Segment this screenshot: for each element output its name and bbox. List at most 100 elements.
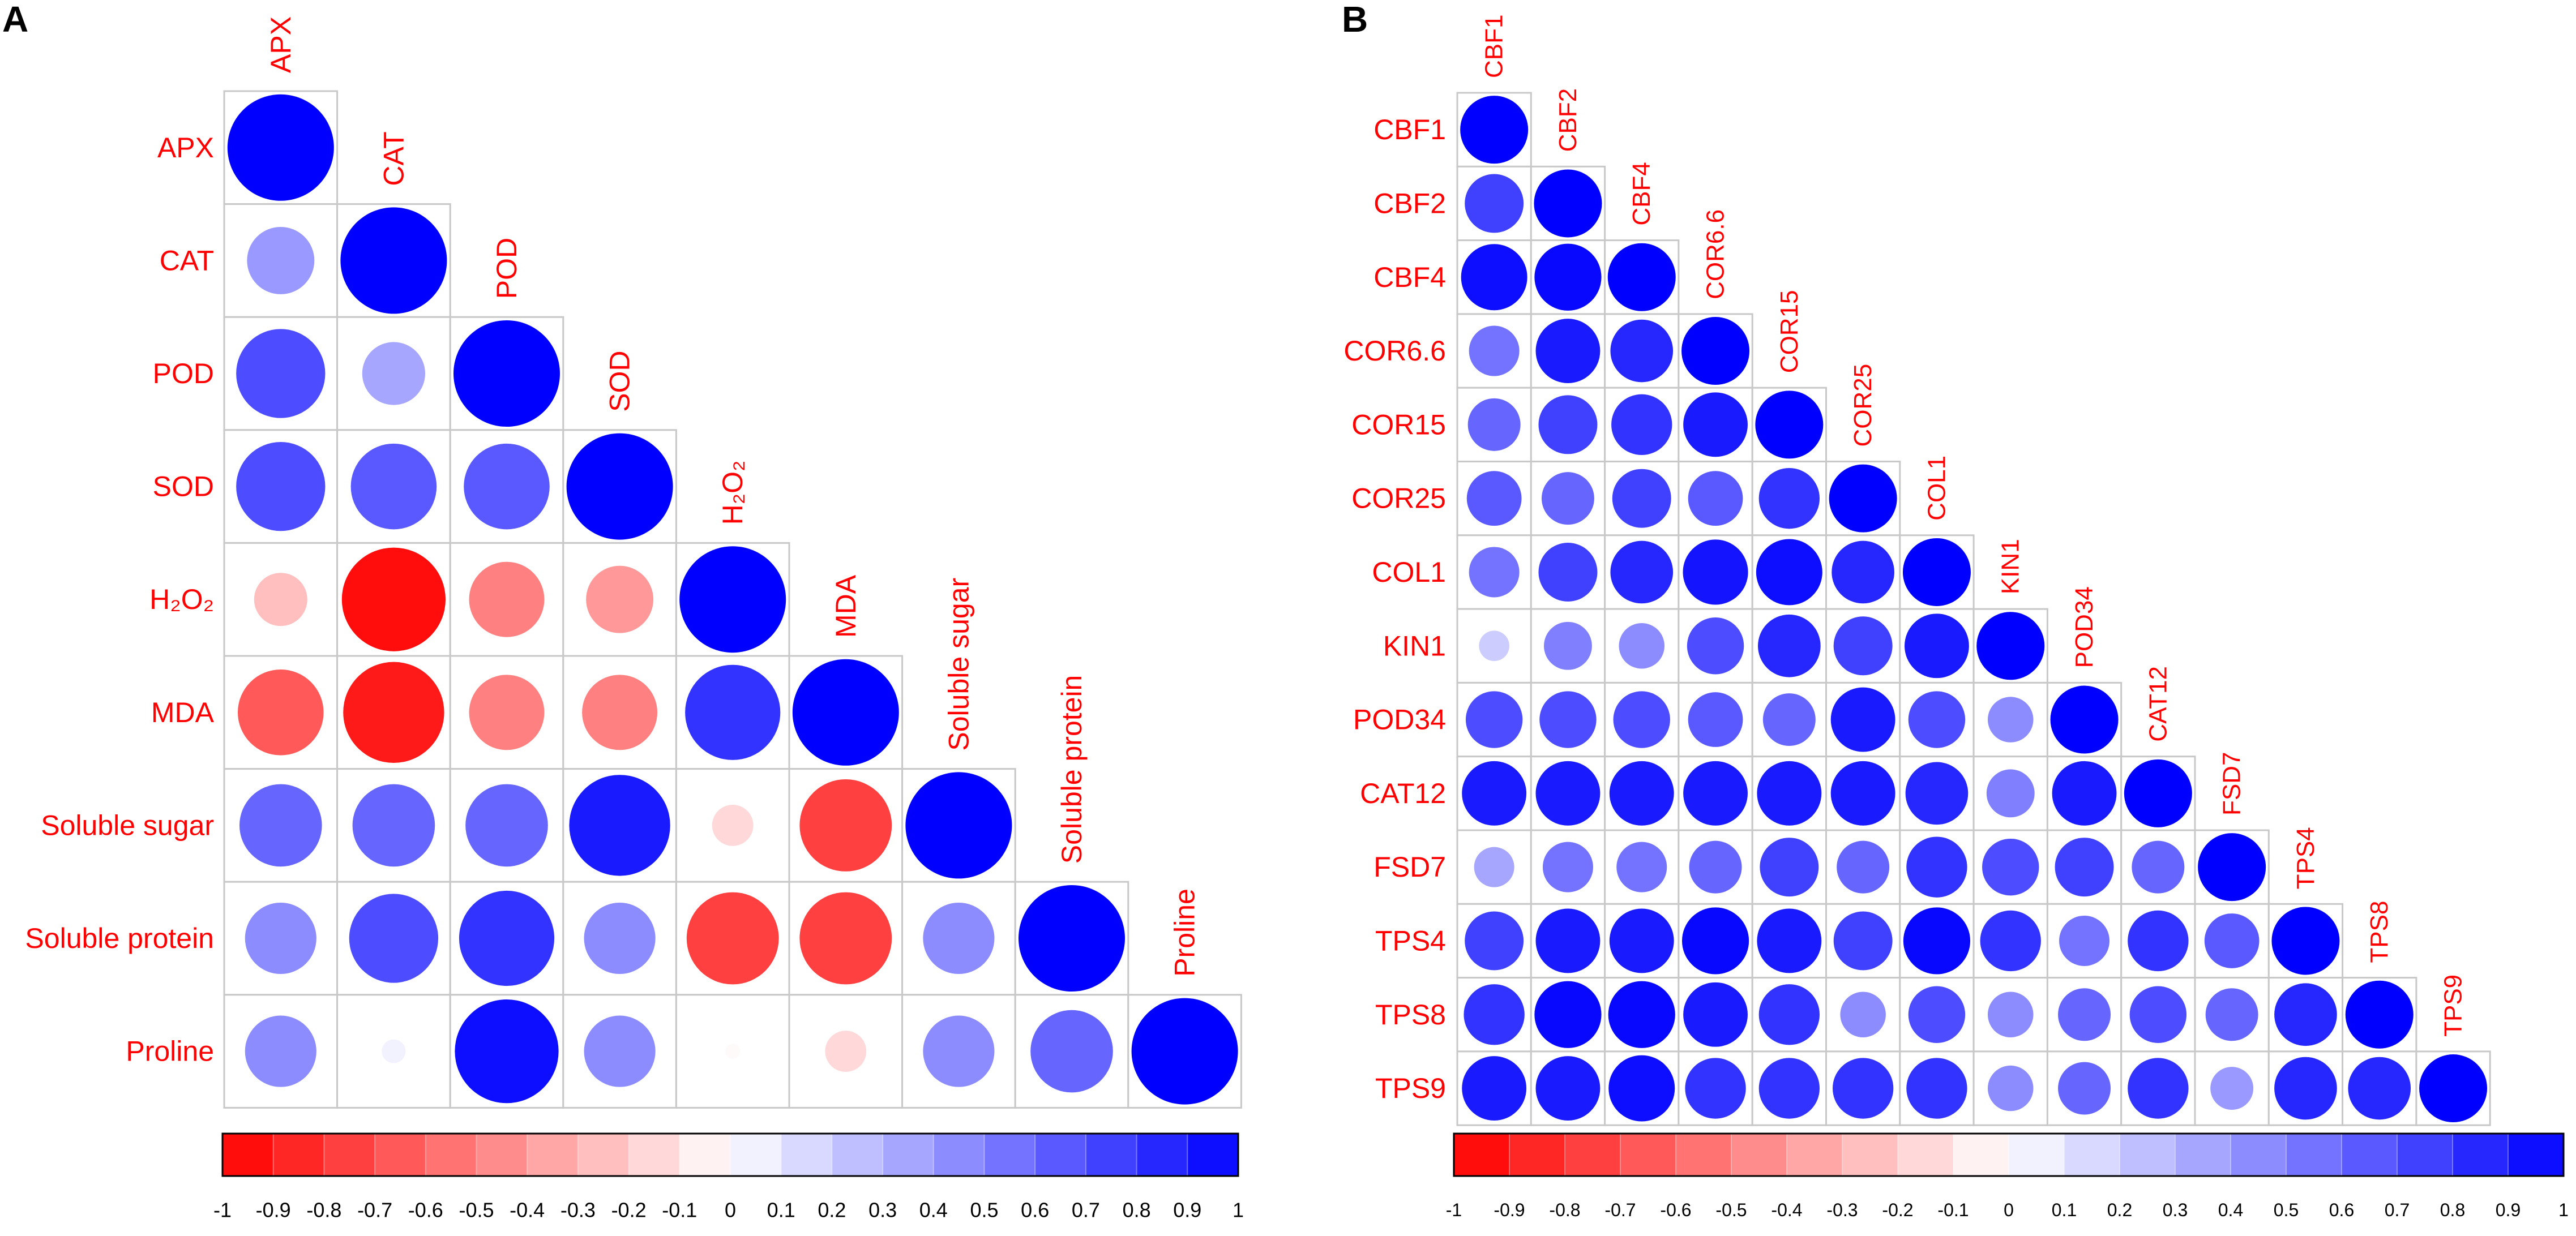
colorbar-segment bbox=[2120, 1134, 2176, 1176]
column-label-soluble-sugar: Soluble sugar bbox=[943, 578, 974, 751]
corr-circle-tps8-cor6-6 bbox=[1683, 982, 1748, 1047]
row-label-sod: SOD bbox=[153, 471, 214, 503]
row-label-h2o2: H₂O₂ bbox=[149, 583, 214, 615]
colorbar-tick-label: 0.9 bbox=[1173, 1199, 1201, 1222]
colorbar-segment bbox=[1898, 1134, 1954, 1176]
colorbar-segment bbox=[273, 1134, 324, 1176]
column-label-proline: Proline bbox=[1169, 889, 1201, 977]
column-label-kin1: KIN1 bbox=[1997, 539, 2025, 594]
corr-circle-cat12-pod34 bbox=[2052, 761, 2117, 826]
colorbar-segment bbox=[577, 1134, 630, 1176]
corr-circle-pod-cat bbox=[362, 342, 426, 405]
column-label-col1: COL1 bbox=[1923, 456, 1950, 521]
row-label-col1: COL1 bbox=[1372, 556, 1446, 588]
colorbar-segment bbox=[425, 1134, 477, 1176]
colorbar-tick-label: -0.6 bbox=[408, 1199, 443, 1222]
colorbar-tick-label: -0.7 bbox=[357, 1199, 392, 1222]
corr-circle-sod-pod bbox=[464, 443, 550, 530]
corr-circle-tps9-tps4 bbox=[2274, 1057, 2337, 1120]
colorbar-segment bbox=[1787, 1134, 1843, 1176]
row-label-cor15: COR15 bbox=[1351, 409, 1446, 440]
corr-circle-tps4-col1 bbox=[1903, 907, 1971, 975]
corr-circle-fsd7-col1 bbox=[1906, 836, 1967, 898]
corr-circle-tps9-cor25 bbox=[1832, 1058, 1894, 1119]
row-label-proline: Proline bbox=[126, 1036, 214, 1067]
column-label-cbf4: CBF4 bbox=[1628, 162, 1655, 225]
corr-circle-cbf2-cbf1 bbox=[1465, 174, 1524, 233]
colorbar-tick-label: 0.3 bbox=[2163, 1200, 2188, 1220]
colorbar-segment bbox=[832, 1134, 883, 1176]
corr-circle-kin1-cbf1 bbox=[1479, 630, 1509, 662]
corr-circle-cbf4-cbf1 bbox=[1461, 244, 1527, 311]
colorbar-tick-label: -0.2 bbox=[1882, 1200, 1913, 1220]
corr-circle-tps9-tps8 bbox=[2348, 1057, 2411, 1120]
corr-circle-tps8-cat12 bbox=[2129, 986, 2187, 1043]
corr-circle-cor15-cbf4 bbox=[1611, 394, 1672, 456]
corr-circle-mda-h2o2 bbox=[685, 664, 781, 760]
corr-circle-tps9-cbf2 bbox=[1535, 1056, 1601, 1121]
colorbar-segment bbox=[324, 1134, 375, 1176]
colorbar-segment bbox=[730, 1134, 782, 1176]
row-label-mda: MDA bbox=[151, 697, 215, 728]
column-label-h2o2: H₂O₂ bbox=[717, 461, 748, 525]
corr-circle-cor25-cbf2 bbox=[1541, 472, 1594, 525]
corr-circle-tps8-cor25 bbox=[1840, 992, 1886, 1037]
colorbar-frame bbox=[221, 1132, 1239, 1177]
colorbar-segment bbox=[2397, 1134, 2453, 1176]
corr-circle-kin1-cor15 bbox=[1758, 614, 1821, 677]
corr-circle-tps9-cbf1 bbox=[1462, 1056, 1527, 1121]
colorbar-segment bbox=[1565, 1134, 1621, 1176]
corr-circle-tps4-cat12 bbox=[2128, 910, 2189, 972]
corr-circle-cbf4-cbf2 bbox=[1534, 243, 1602, 311]
row-label-fsd7: FSD7 bbox=[1373, 851, 1446, 883]
colorbar-segment bbox=[781, 1134, 832, 1176]
corr-circle-col1-col1 bbox=[1902, 538, 1971, 606]
corr-circle-kin1-cor25 bbox=[1833, 616, 1893, 676]
corr-circle-pod34-cbf2 bbox=[1539, 691, 1597, 748]
colorbar-segment bbox=[2064, 1134, 2120, 1176]
row-label-pod: POD bbox=[153, 358, 214, 389]
column-label-tps8: TPS8 bbox=[2365, 901, 2393, 963]
corr-circle-cat12-cor6-6 bbox=[1683, 761, 1748, 826]
corr-circle-mda-mda bbox=[792, 659, 899, 766]
corr-circle-pod34-cor15 bbox=[1762, 693, 1816, 746]
corr-circle-tps8-cor15 bbox=[1758, 984, 1820, 1045]
corr-circle-col1-cbf2 bbox=[1538, 542, 1598, 602]
colorbar-tick-label: 0.4 bbox=[919, 1199, 948, 1222]
colorbar-tick-label: -0.8 bbox=[1549, 1200, 1580, 1220]
corr-circle-col1-cor6-6 bbox=[1683, 539, 1748, 605]
corr-circle-fsd7-pod34 bbox=[2055, 838, 2114, 897]
corr-circle-cat-cat bbox=[340, 207, 447, 314]
colorbar-segment bbox=[1509, 1134, 1565, 1176]
corr-circle-soluble-protein-apx bbox=[245, 902, 316, 975]
corr-circle-fsd7-fsd7 bbox=[2198, 833, 2266, 902]
colorbar-frame bbox=[1453, 1132, 2565, 1177]
corr-circle-proline-cat bbox=[382, 1039, 406, 1063]
corr-circle-h2o2-cat bbox=[341, 547, 446, 651]
corr-circle-cbf4-cbf4 bbox=[1607, 243, 1676, 311]
colorbar-segment bbox=[883, 1134, 934, 1176]
row-label-pod34: POD34 bbox=[1353, 704, 1446, 736]
corr-circle-soluble-protein-soluble-protein bbox=[1019, 885, 1125, 992]
row-label-soluble-sugar: Soluble sugar bbox=[41, 809, 214, 841]
row-label-cat: CAT bbox=[160, 244, 214, 276]
column-label-pod34: POD34 bbox=[2070, 586, 2098, 668]
colorbar-tick-label: -0.9 bbox=[1494, 1200, 1525, 1220]
corr-circle-pod34-pod34 bbox=[2050, 685, 2119, 754]
colorbar-segment bbox=[2175, 1134, 2231, 1176]
corr-circle-tps4-pod34 bbox=[2059, 915, 2110, 966]
corr-circle-cat12-cor25 bbox=[1830, 761, 1895, 826]
corr-circle-soluble-sugar-h2o2 bbox=[712, 804, 754, 846]
corr-circle-fsd7-cor15 bbox=[1760, 838, 1819, 897]
corr-circle-tps8-tps4 bbox=[2274, 983, 2337, 1046]
colorbar-segment bbox=[984, 1134, 1035, 1176]
colorbar-segment bbox=[2009, 1134, 2065, 1176]
corr-circle-cor15-cbf1 bbox=[1467, 398, 1521, 451]
column-label-fsd7: FSD7 bbox=[2218, 752, 2246, 816]
corr-circle-fsd7-cbf2 bbox=[1542, 842, 1593, 892]
corr-circle-cbf2-cbf2 bbox=[1534, 169, 1602, 238]
corr-circle-tps9-fsd7 bbox=[2210, 1067, 2254, 1110]
row-label-kin1: KIN1 bbox=[1383, 630, 1446, 662]
corr-circle-fsd7-cor6-6 bbox=[1689, 840, 1742, 894]
